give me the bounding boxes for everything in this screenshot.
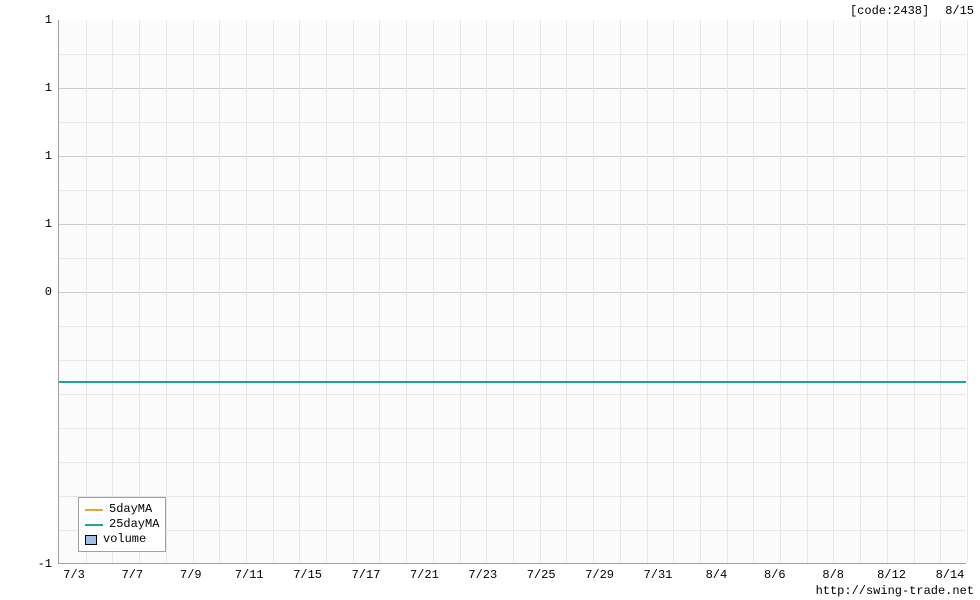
legend-item: 25dayMA: [85, 517, 159, 532]
date-label: 8/15: [945, 4, 974, 18]
x-axis-tick-label: 7/9: [180, 568, 202, 582]
gridline-vertical: [86, 20, 87, 563]
gridline-vertical: [486, 20, 487, 563]
x-axis-tick-label: 7/21: [410, 568, 439, 582]
chart-header: [code:2438] 8/15: [850, 4, 974, 18]
x-axis-tick-label: 8/14: [936, 568, 965, 582]
gridline-vertical: [406, 20, 407, 563]
x-axis-tick-label: 7/31: [644, 568, 673, 582]
x-axis-tick-label: 7/3: [63, 568, 85, 582]
gridline-vertical: [299, 20, 300, 563]
gridline-vertical: [460, 20, 461, 563]
gridline-vertical: [566, 20, 567, 563]
x-axis-tick-label: 7/29: [585, 568, 614, 582]
x-axis-tick-label: 8/8: [822, 568, 844, 582]
y-axis-tick-label: 1: [12, 13, 52, 27]
x-axis-tick-label: 8/4: [706, 568, 728, 582]
gridline-vertical: [379, 20, 380, 563]
legend-item: volume: [85, 532, 159, 547]
gridline-vertical: [246, 20, 247, 563]
x-axis-tick-label: 8/6: [764, 568, 786, 582]
chart-plot-area: [58, 20, 966, 564]
chart-legend: 5dayMA25dayMAvolume: [78, 497, 166, 552]
legend-item: 5dayMA: [85, 502, 159, 517]
gridline-vertical: [807, 20, 808, 563]
legend-label: 5dayMA: [109, 502, 152, 517]
gridline-vertical: [620, 20, 621, 563]
gridline-vertical: [967, 20, 968, 563]
gridline-vertical: [753, 20, 754, 563]
gridline-vertical: [513, 20, 514, 563]
gridline-vertical: [540, 20, 541, 563]
code-label: [code:2438]: [850, 4, 929, 18]
gridline-vertical: [700, 20, 701, 563]
gridline-vertical: [833, 20, 834, 563]
gridline-vertical: [593, 20, 594, 563]
gridline-vertical: [219, 20, 220, 563]
gridline-vertical: [139, 20, 140, 563]
gridline-vertical: [940, 20, 941, 563]
x-axis-tick-label: 7/7: [122, 568, 144, 582]
gridline-vertical: [727, 20, 728, 563]
gridline-vertical: [193, 20, 194, 563]
y-axis-tick-label: 0: [12, 285, 52, 299]
gridline-vertical: [673, 20, 674, 563]
x-axis-tick-label: 7/25: [527, 568, 556, 582]
gridline-vertical: [780, 20, 781, 563]
gridline-vertical: [914, 20, 915, 563]
gridline-vertical: [273, 20, 274, 563]
x-axis-tick-label: 7/11: [235, 568, 264, 582]
legend-label: volume: [103, 532, 146, 547]
y-axis-tick-label: -1: [12, 557, 52, 571]
legend-swatch-box: [85, 535, 97, 545]
series-25dayMA: [59, 381, 966, 383]
legend-swatch-line: [85, 509, 103, 511]
gridline-vertical: [166, 20, 167, 563]
x-axis-tick-label: 8/12: [877, 568, 906, 582]
legend-label: 25dayMA: [109, 517, 159, 532]
x-axis-tick-label: 7/17: [352, 568, 381, 582]
y-axis-tick-label: 1: [12, 81, 52, 95]
y-axis-tick-label: 1: [12, 217, 52, 231]
gridline-vertical: [647, 20, 648, 563]
gridline-vertical: [326, 20, 327, 563]
gridline-vertical: [433, 20, 434, 563]
x-axis-tick-label: 7/23: [468, 568, 497, 582]
y-axis-tick-label: 1: [12, 149, 52, 163]
gridline-vertical: [112, 20, 113, 563]
gridline-vertical: [887, 20, 888, 563]
gridline-vertical: [860, 20, 861, 563]
footer-url: http://swing-trade.net: [816, 584, 974, 598]
gridline-vertical: [353, 20, 354, 563]
legend-swatch-line: [85, 524, 103, 526]
x-axis-tick-label: 7/15: [293, 568, 322, 582]
